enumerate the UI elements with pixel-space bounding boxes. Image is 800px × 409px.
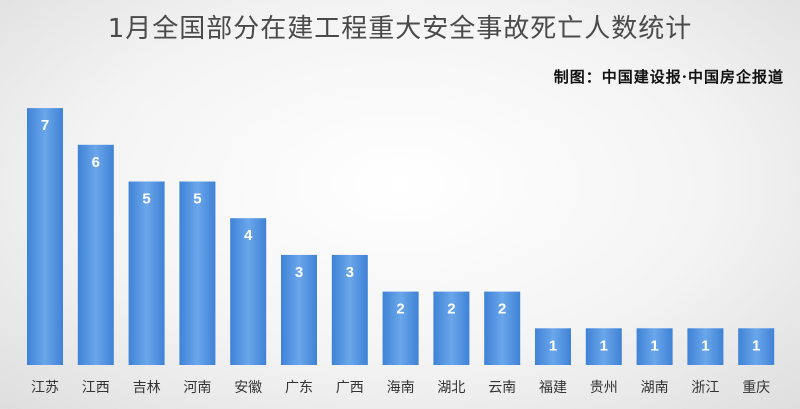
bar — [484, 291, 521, 365]
x-tick-label: 浙江 — [691, 380, 719, 396]
bar — [77, 144, 114, 365]
x-tick-label: 福建 — [539, 380, 567, 396]
x-tick-label: 海南 — [387, 380, 415, 396]
bar-value-labels: 7 6 5 5 4 3 3 2 2 2 1 1 1 1 1 — [41, 117, 761, 354]
x-tick-label: 河南 — [183, 380, 211, 396]
bar — [230, 218, 267, 365]
bar — [738, 328, 775, 365]
x-tick-label: 湖南 — [641, 380, 669, 396]
x-tick-label: 广西 — [336, 380, 364, 396]
bar — [27, 108, 63, 365]
bar-value-label: 4 — [244, 227, 253, 244]
x-tick-label: 云南 — [488, 380, 516, 396]
bar-value-label: 3 — [346, 264, 354, 281]
x-tick-label: 江西 — [82, 380, 110, 396]
bar-value-label: 5 — [193, 191, 201, 208]
chart-title: 1月全国部分在建工程重大安全事故死亡人数统计 — [107, 14, 693, 44]
bar — [433, 291, 470, 365]
bar-value-label: 2 — [396, 301, 404, 318]
bar-value-label: 1 — [600, 337, 608, 354]
bar — [382, 291, 419, 365]
bar — [535, 328, 571, 365]
bar — [687, 328, 724, 365]
bar — [585, 328, 622, 365]
x-tick-label: 广东 — [285, 380, 313, 396]
bar-value-label: 6 — [92, 154, 100, 171]
bar — [636, 328, 673, 365]
bar — [331, 254, 368, 365]
x-tick-label: 贵州 — [590, 380, 618, 396]
x-tick-label: 湖北 — [437, 380, 465, 396]
bar-value-label: 1 — [650, 337, 658, 354]
bar-value-label: 1 — [701, 337, 709, 354]
x-tick-label: 江苏 — [31, 380, 59, 396]
bar — [128, 181, 165, 365]
bar-value-label: 2 — [447, 301, 455, 318]
bar-value-label: 7 — [41, 117, 49, 134]
x-tick-label: 安徽 — [234, 380, 262, 396]
x-tick-label: 吉林 — [133, 380, 161, 396]
bar — [281, 254, 317, 365]
bar-value-label: 1 — [752, 337, 760, 354]
x-axis-tick-labels: 江苏 江西 吉林 河南 安徽 广东 广西 海南 湖北 云南 福建 贵州 湖南 浙江 重庆 — [31, 380, 770, 396]
bars-layer — [27, 108, 775, 365]
x-tick-label: 重庆 — [742, 380, 770, 396]
bar-value-label: 2 — [498, 301, 506, 318]
bar — [179, 181, 216, 365]
bar-value-label: 3 — [295, 264, 303, 281]
bar-value-label: 1 — [549, 337, 557, 354]
chart-credit: 制图：中国建设报·中国房企报道 — [553, 68, 784, 86]
bar-value-label: 5 — [142, 191, 150, 208]
